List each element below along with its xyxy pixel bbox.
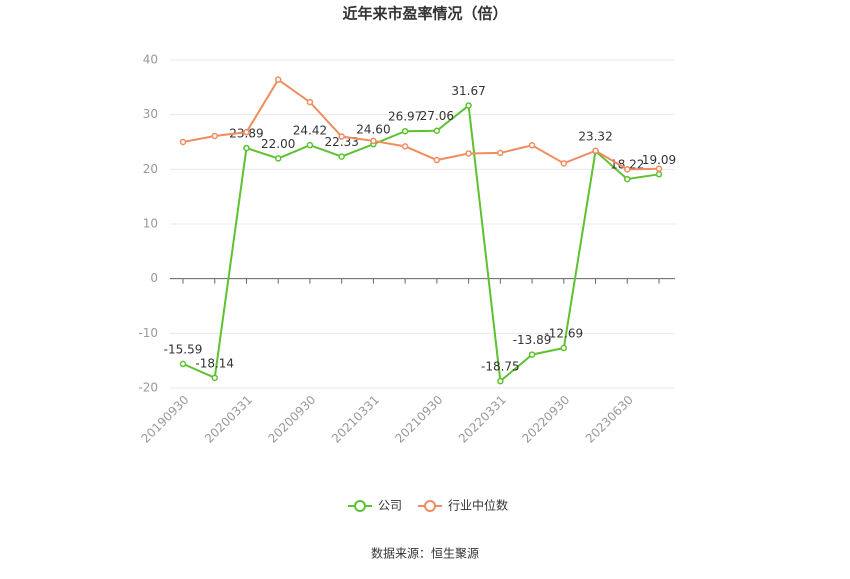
point [433, 127, 441, 134]
data-label: -12.69 [544, 327, 583, 341]
point [338, 153, 345, 160]
y-tick-label: 40 [143, 53, 158, 67]
series-line [182, 103, 660, 384]
x-tick-label: 20220930 [519, 393, 572, 446]
point [465, 102, 472, 109]
point [274, 155, 282, 162]
point [560, 160, 568, 167]
series-line [182, 78, 660, 171]
point [243, 128, 250, 136]
point [592, 147, 599, 154]
data-label: 23.32 [578, 130, 612, 144]
point [306, 98, 314, 106]
legend-label: 公司 [378, 499, 402, 513]
data-label: 22.00 [261, 137, 295, 151]
point [401, 143, 409, 150]
legend-marker [424, 500, 437, 512]
data-label: -18.14 [195, 356, 234, 370]
data-label: -13.89 [513, 333, 552, 347]
x-tick-label: 20220331 [456, 393, 509, 446]
point [655, 171, 663, 178]
point [338, 133, 345, 140]
point [370, 137, 377, 145]
x-tick-label: 20200930 [265, 393, 318, 446]
point [497, 377, 504, 385]
point [655, 165, 663, 173]
point [179, 360, 187, 368]
point [624, 175, 631, 183]
data-label: 27.06 [420, 109, 454, 123]
y-tick-label: 10 [143, 217, 158, 231]
x-tick-label: 20210331 [329, 393, 382, 446]
x-tick-label: 20190930 [139, 393, 192, 446]
data-label: 19.09 [642, 153, 676, 167]
y-tick-label: -20 [138, 381, 158, 395]
point [306, 141, 314, 149]
point [465, 150, 472, 157]
point [528, 351, 536, 358]
y-tick-label: -10 [138, 326, 158, 340]
point [624, 166, 631, 173]
data-label: 24.42 [293, 124, 327, 138]
x-tick-label: 20230630 [583, 393, 636, 446]
y-tick-label: 20 [143, 162, 158, 176]
source: 数据来源：恒生聚源 [371, 546, 479, 561]
point [274, 76, 282, 83]
data-label: -15.59 [164, 342, 203, 356]
y-tick-label: 30 [143, 107, 158, 121]
point [211, 132, 218, 140]
legend-label: 行业中位数 [448, 498, 508, 513]
point [560, 344, 568, 352]
point [179, 138, 187, 146]
data-label: 26.97 [388, 110, 422, 124]
point [211, 374, 218, 382]
x-tick-label: 20210930 [392, 393, 445, 446]
point [243, 144, 250, 152]
data-label: 18.22 [610, 158, 644, 172]
point [401, 127, 409, 135]
legend-marker [354, 500, 366, 512]
data-label: -18.75 [481, 360, 520, 374]
point [497, 149, 504, 157]
x-tick-label: 20200331 [202, 393, 255, 446]
point [528, 142, 536, 149]
y-tick-label: 0 [150, 271, 158, 285]
data-label: 31.67 [451, 84, 485, 98]
point [433, 156, 441, 164]
data-label: 24.60 [356, 123, 390, 137]
chart-title: 近年来市盈率情况（倍） [342, 5, 507, 23]
